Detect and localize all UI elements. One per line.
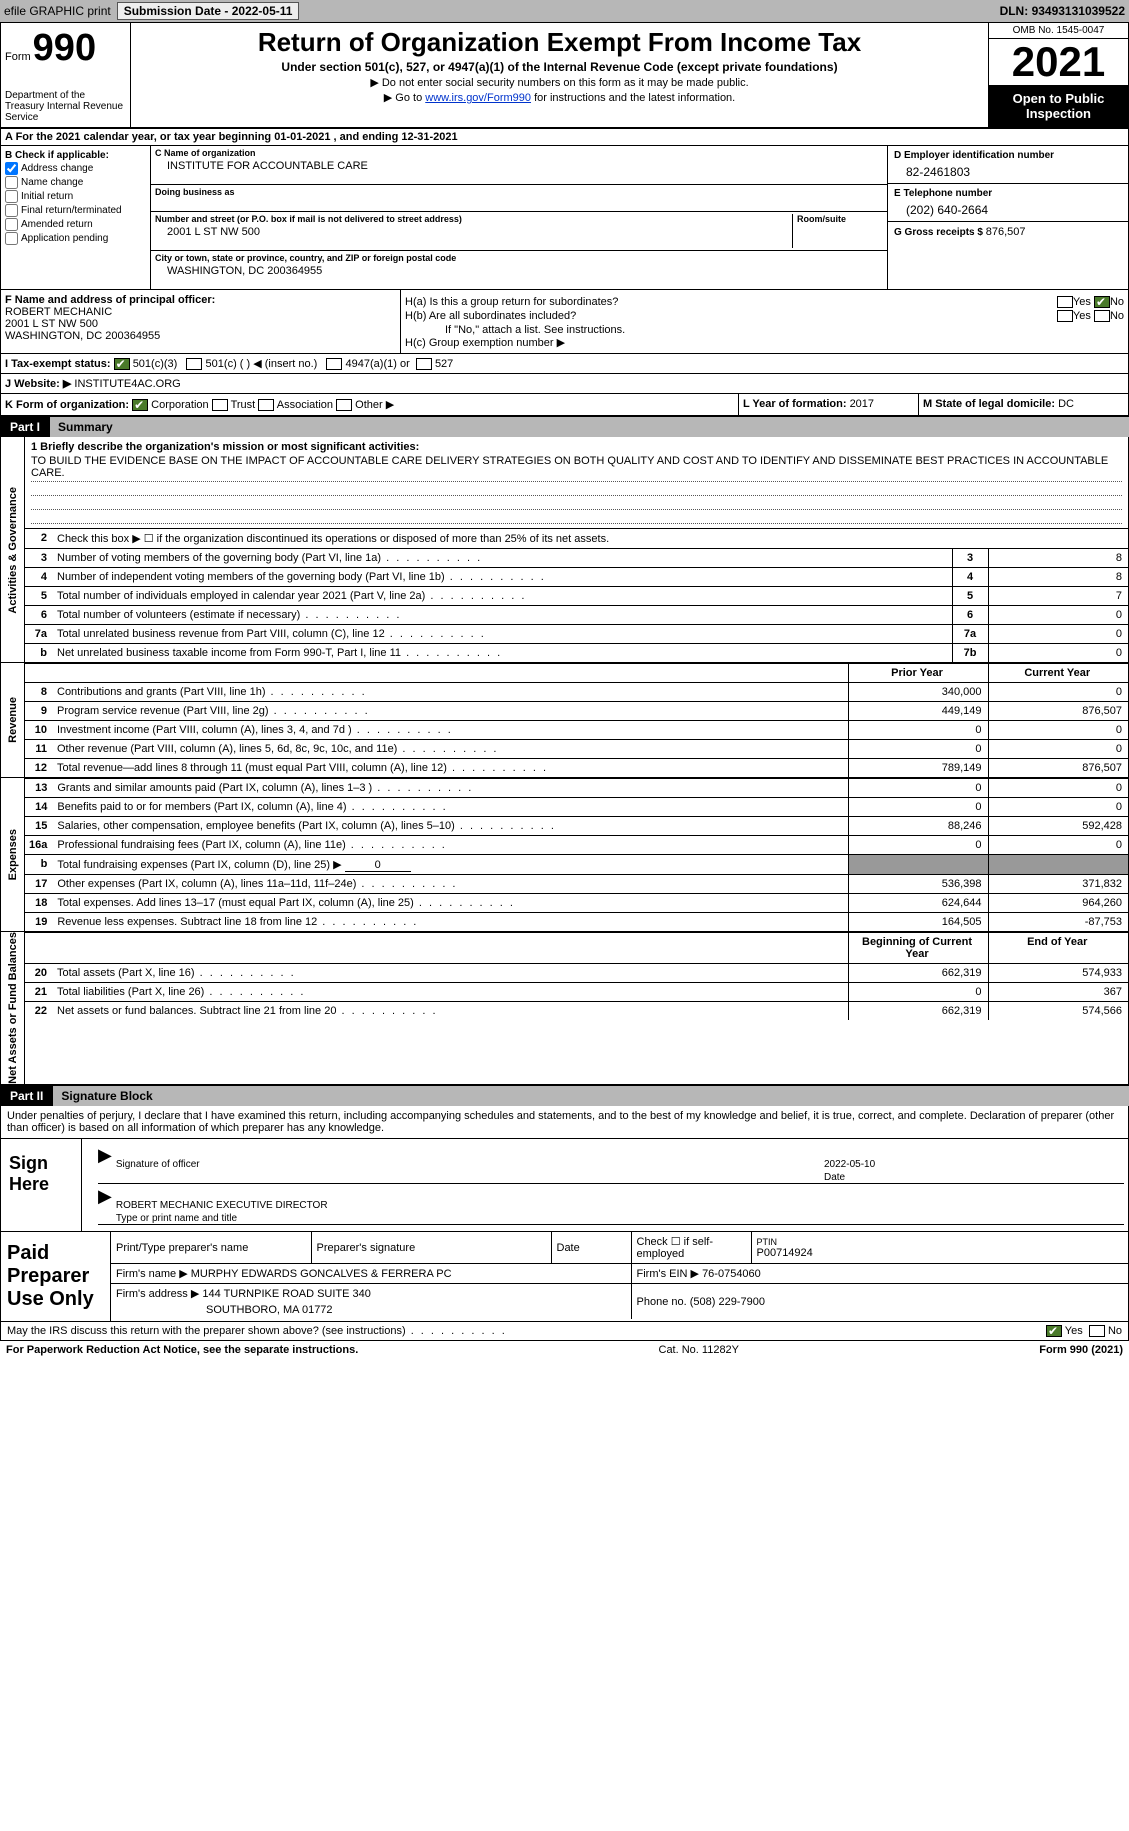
website-row: J Website: ▶ INSTITUTE4AC.ORG [0, 374, 1129, 394]
chk-amended[interactable]: Amended return [5, 218, 146, 231]
header-left: Form 990 Department of the Treasury Inte… [1, 23, 131, 127]
box-b: B Check if applicable: Address change Na… [1, 146, 151, 289]
revenue: Revenue Prior YearCurrent Year 8Contribu… [0, 663, 1129, 778]
sig-date: 2022-05-10 [824, 1159, 1124, 1172]
omb-number: OMB No. 1545-0047 [989, 23, 1128, 39]
gross-receipts: 876,507 [986, 226, 1026, 238]
entity-row: B Check if applicable: Address change Na… [0, 146, 1129, 290]
discuss-yes[interactable] [1046, 1325, 1062, 1337]
topbar: efile GRAPHIC print Submission Date - 20… [0, 0, 1129, 22]
org-name: INSTITUTE FOR ACCOUNTABLE CARE [155, 158, 883, 182]
part1-header: Part I Summary [0, 417, 1129, 437]
ha-yes[interactable] [1057, 296, 1073, 308]
chk-other[interactable] [336, 399, 352, 411]
telephone: (202) 640-2664 [894, 199, 1122, 217]
form-number: Form 990 [5, 27, 126, 70]
ssn-note: ▶ Do not enter social security numbers o… [139, 76, 980, 89]
efile-label: efile GRAPHIC print [4, 4, 111, 18]
paid-preparer: Paid Preparer Use Only Print/Type prepar… [0, 1232, 1129, 1322]
box-k: K Form of organization: Corporation Trus… [1, 394, 738, 415]
ag-table: 2Check this box ▶ ☐ if the organization … [25, 528, 1128, 662]
vtab-ag: Activities & Governance [1, 437, 25, 662]
chk-final-return[interactable]: Final return/terminated [5, 204, 146, 217]
website: INSTITUTE4AC.ORG [74, 378, 180, 390]
box-d: D Employer identification number 82-2461… [888, 146, 1128, 289]
part2-header: Part II Signature Block [0, 1086, 1129, 1106]
box-l: L Year of formation: 2017 [738, 394, 918, 415]
chk-527[interactable] [416, 358, 432, 370]
chk-501c[interactable] [186, 358, 202, 370]
box-m: M State of legal domicile: DC [918, 394, 1128, 415]
header-mid: Return of Organization Exempt From Incom… [131, 23, 988, 127]
chk-501c3[interactable] [114, 358, 130, 370]
chk-name-change[interactable]: Name change [5, 176, 146, 189]
firm-name: MURPHY EDWARDS GONCALVES & FERRERA PC [191, 1268, 452, 1280]
firm-ein: 76-0754060 [702, 1268, 761, 1280]
hb-no[interactable] [1094, 310, 1110, 322]
form-header: Form 990 Department of the Treasury Inte… [0, 22, 1129, 129]
dept-treasury: Department of the Treasury Internal Reve… [5, 90, 126, 123]
exp-table: 13Grants and similar amounts paid (Part … [25, 778, 1128, 931]
dln: DLN: 93493131039522 [1000, 4, 1125, 18]
ptin: P00714924 [757, 1247, 1124, 1259]
chk-trust[interactable] [212, 399, 228, 411]
street: 2001 L ST NW 500 [155, 224, 792, 248]
chk-assoc[interactable] [258, 399, 274, 411]
activities-governance: Activities & Governance 1 Briefly descri… [0, 437, 1129, 663]
submission-date-btn[interactable]: Submission Date - 2022-05-11 [117, 2, 300, 20]
chk-initial-return[interactable]: Initial return [5, 190, 146, 203]
box-c: C Name of organization INSTITUTE FOR ACC… [151, 146, 888, 289]
sig-arrow-icon: ▶ [98, 1145, 112, 1183]
vtab-na: Net Assets or Fund Balances [1, 932, 25, 1084]
discuss-no[interactable] [1089, 1325, 1105, 1337]
officer-name: ROBERT MECHANIC [5, 306, 396, 318]
discuss-row: May the IRS discuss this return with the… [0, 1322, 1129, 1341]
chk-4947[interactable] [326, 358, 342, 370]
sign-here: Sign Here ▶ Signature of officer 2022-05… [0, 1139, 1129, 1232]
net-assets: Net Assets or Fund Balances Beginning of… [0, 932, 1129, 1086]
mission: 1 Briefly describe the organization's mi… [25, 437, 1128, 528]
rev-table: Prior YearCurrent Year 8Contributions an… [25, 663, 1128, 777]
sig-arrow-icon: ▶ [98, 1186, 112, 1224]
header-right: OMB No. 1545-0047 2021 Open to Public In… [988, 23, 1128, 127]
form-title: Return of Organization Exempt From Incom… [139, 27, 980, 58]
bottom-bar: For Paperwork Reduction Act Notice, see … [0, 1341, 1129, 1359]
dba [155, 197, 883, 209]
box-f: F Name and address of principal officer:… [1, 290, 401, 353]
calendar-year-row: A For the 2021 calendar year, or tax yea… [0, 129, 1129, 146]
hb-yes[interactable] [1057, 310, 1073, 322]
vtab-rev: Revenue [1, 663, 25, 777]
ha-no[interactable] [1094, 296, 1110, 308]
ein: 82-2461803 [894, 161, 1122, 179]
firm-phone: (508) 229-7900 [690, 1296, 765, 1308]
city: WASHINGTON, DC 200364955 [155, 263, 883, 287]
tax-exempt-row: I Tax-exempt status: 501(c)(3) 501(c) ( … [0, 354, 1129, 374]
irs-link[interactable]: www.irs.gov/Form990 [425, 92, 531, 104]
vtab-exp: Expenses [1, 778, 25, 931]
perjury-decl: Under penalties of perjury, I declare th… [0, 1106, 1129, 1139]
chk-app-pending[interactable]: Application pending [5, 232, 146, 245]
chk-corp[interactable] [132, 399, 148, 411]
chk-address-change[interactable]: Address change [5, 162, 146, 175]
mission-text: TO BUILD THE EVIDENCE BASE ON THE IMPACT… [31, 453, 1122, 482]
tax-year: 2021 [989, 39, 1128, 85]
klm-row: K Form of organization: Corporation Trus… [0, 394, 1129, 417]
goto-note: ▶ Go to www.irs.gov/Form990 for instruct… [139, 91, 980, 104]
box-h: H(a) Is this a group return for subordin… [401, 290, 1128, 353]
expenses: Expenses 13Grants and similar amounts pa… [0, 778, 1129, 932]
officer-row: F Name and address of principal officer:… [0, 290, 1129, 354]
officer-name-title: ROBERT MECHANIC EXECUTIVE DIRECTOR [116, 1200, 1124, 1213]
form-subtitle: Under section 501(c), 527, or 4947(a)(1)… [139, 60, 980, 74]
open-inspection: Open to Public Inspection [989, 85, 1128, 127]
na-table: Beginning of Current YearEnd of Year 20T… [25, 932, 1128, 1020]
